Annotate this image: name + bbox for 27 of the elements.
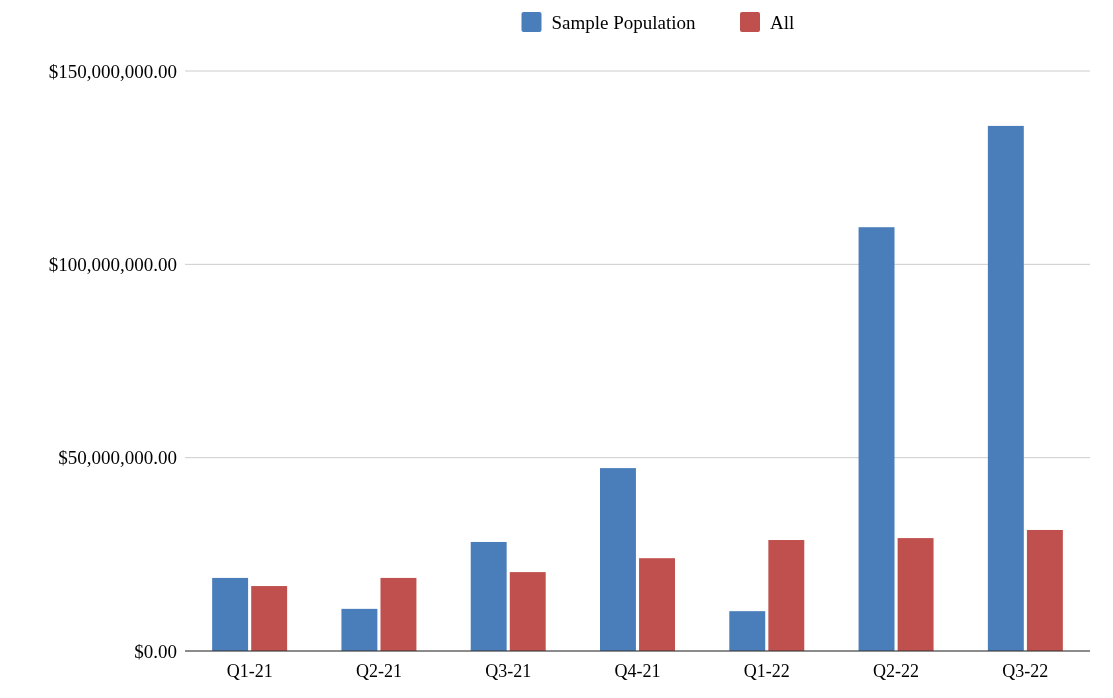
bar <box>509 572 546 651</box>
bar <box>251 586 288 651</box>
x-tick-label: Q4-21 <box>614 661 661 681</box>
x-tick-label: Q1-22 <box>743 661 790 681</box>
legend-label: Sample Population <box>551 11 697 33</box>
bar <box>768 540 805 651</box>
y-tick-label: $150,000,000.00 <box>48 60 177 82</box>
y-tick-label: $100,000,000.00 <box>48 253 177 275</box>
y-tick-label: $0.00 <box>134 640 177 662</box>
legend-label: All <box>770 11 795 33</box>
bar <box>600 468 636 651</box>
bar <box>987 125 1024 651</box>
bar <box>639 558 675 651</box>
x-tick-label: Q3-21 <box>485 661 532 681</box>
bar <box>341 608 378 651</box>
bar <box>1026 529 1063 651</box>
x-tick-label: Q2-22 <box>873 661 920 681</box>
bar <box>897 538 934 651</box>
x-tick-label: Q3-22 <box>1002 661 1049 681</box>
bar <box>380 577 417 651</box>
bar <box>212 577 249 651</box>
y-tick-label: $50,000,000.00 <box>58 447 177 469</box>
bar <box>470 541 507 651</box>
bar <box>729 611 766 651</box>
x-tick-label: Q2-21 <box>355 661 402 681</box>
x-tick-label: Q1-21 <box>226 661 273 681</box>
bar <box>858 227 895 651</box>
